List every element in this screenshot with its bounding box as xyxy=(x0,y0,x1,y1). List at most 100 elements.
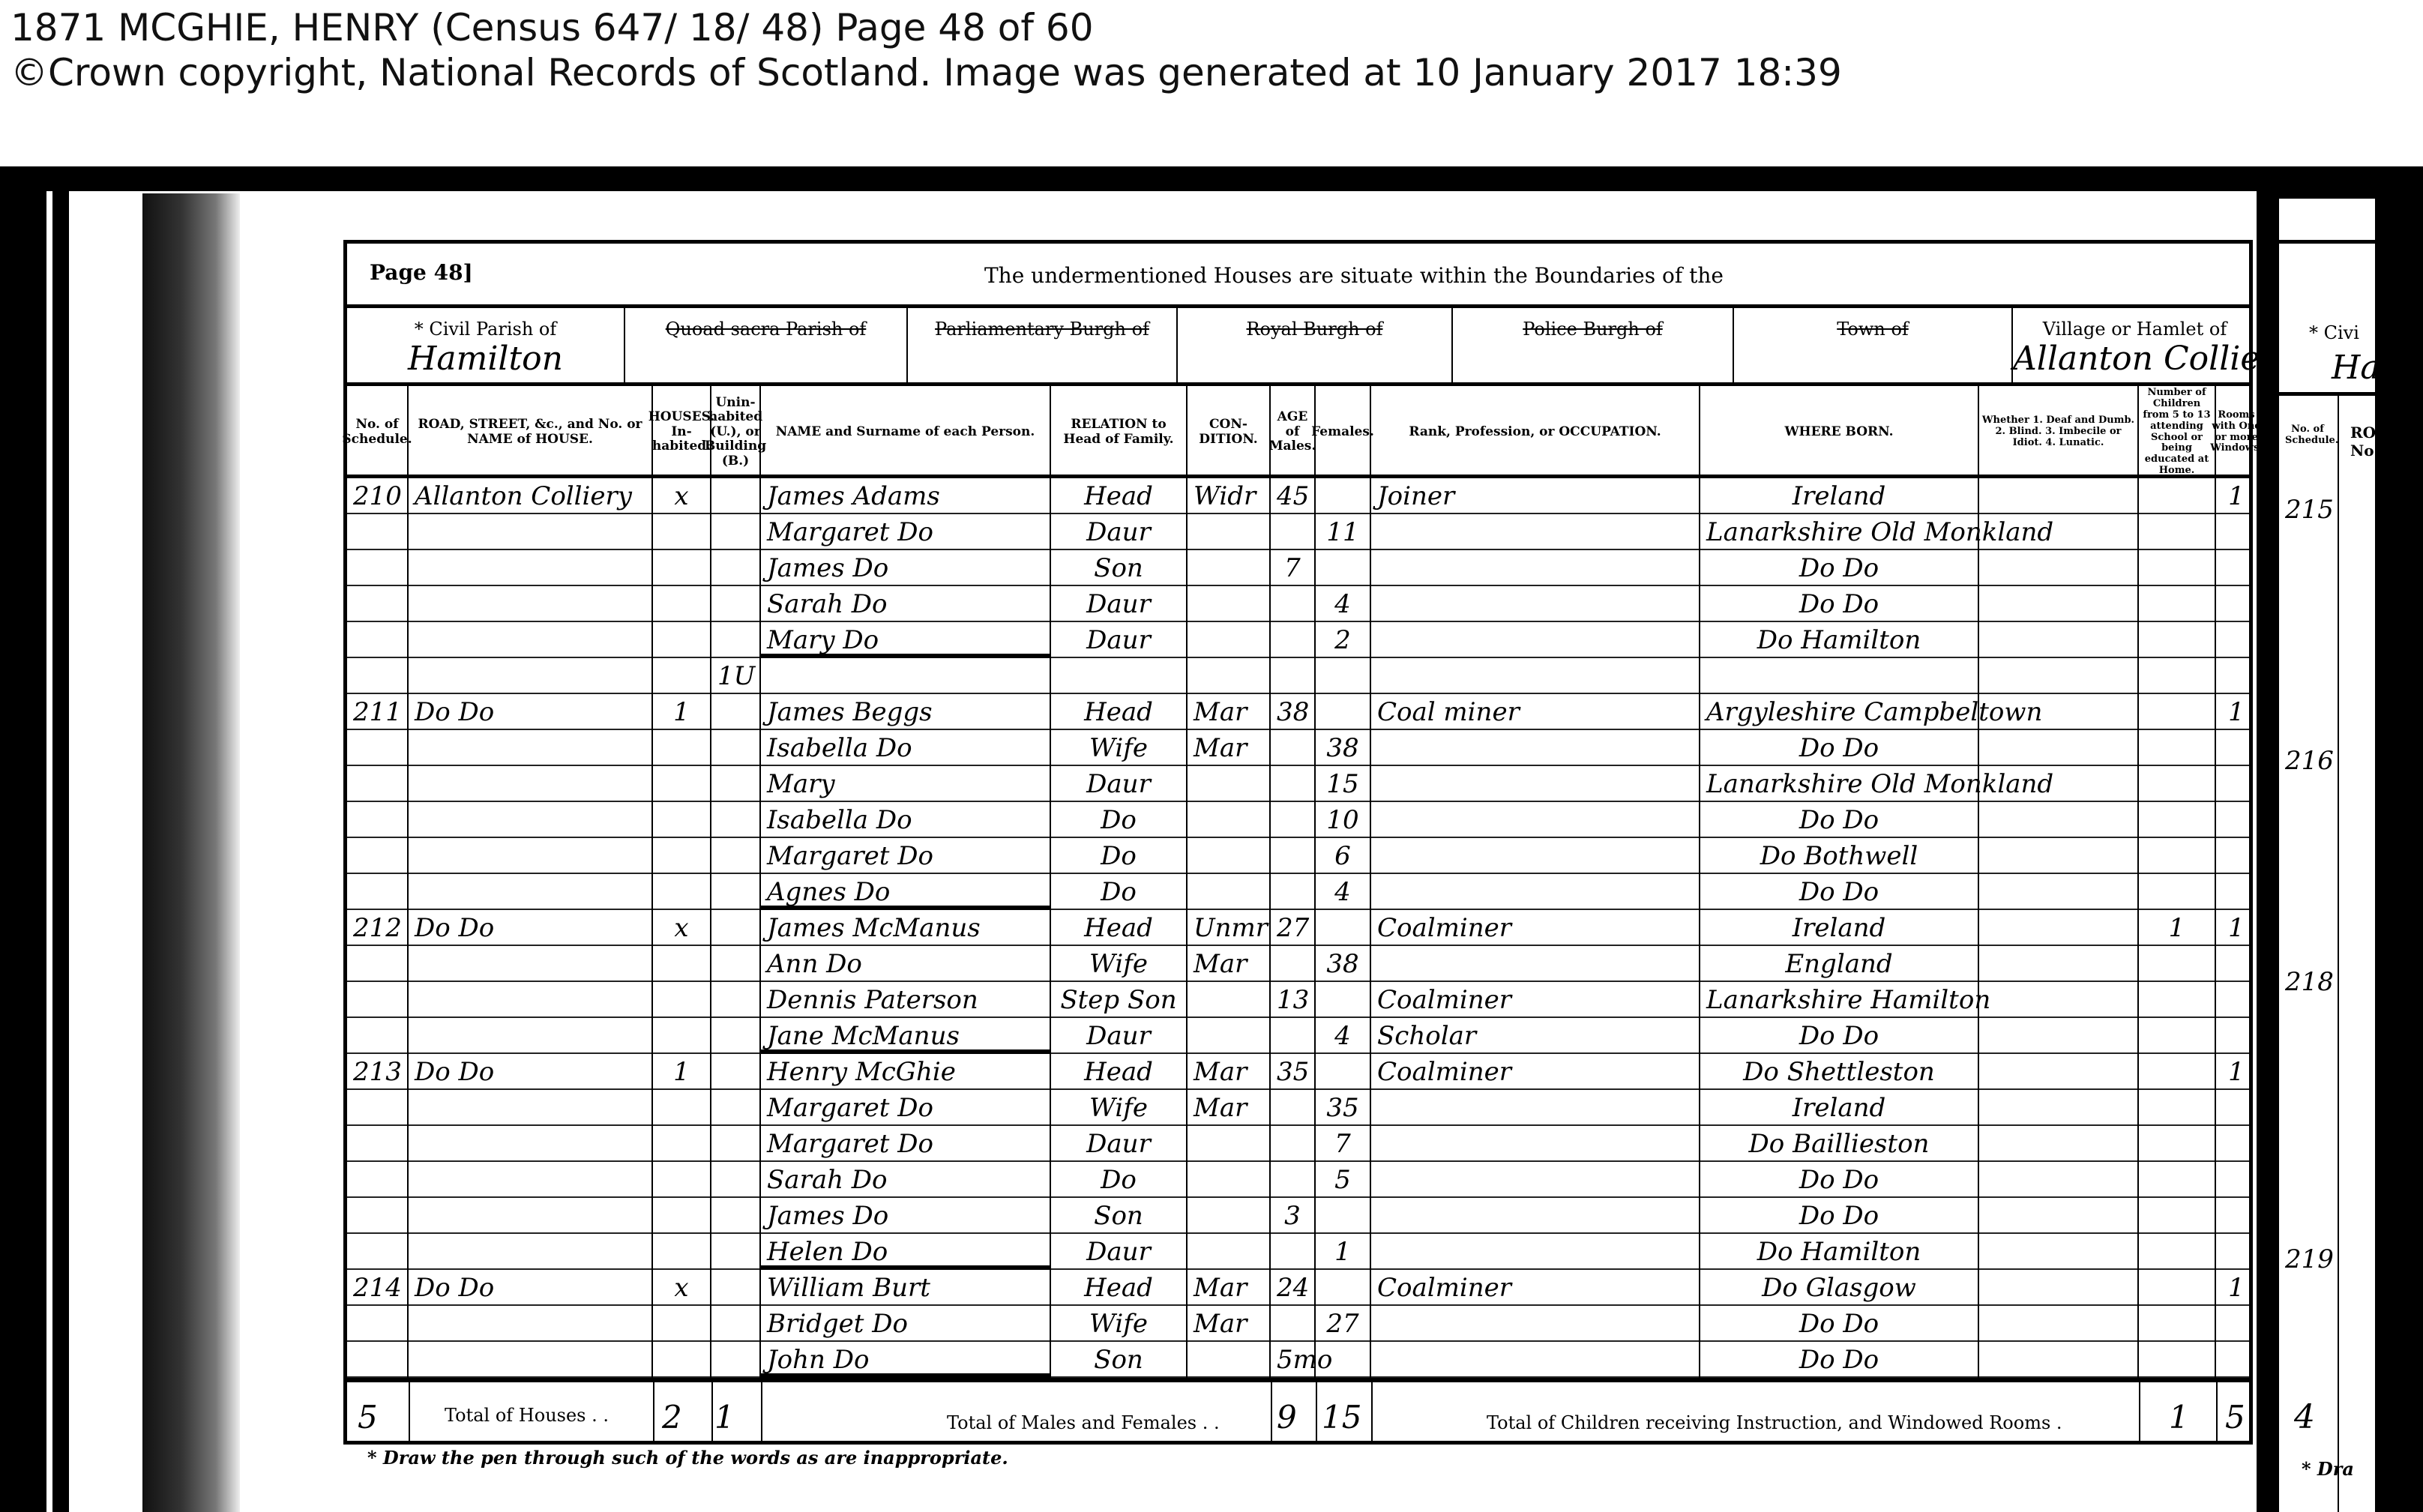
cell-f xyxy=(1316,550,1371,586)
cell-m xyxy=(1271,514,1316,550)
cell-rooms xyxy=(2216,802,2257,838)
totals-divider xyxy=(1271,1382,1272,1445)
cell-rel: Head xyxy=(1051,910,1188,946)
cell-f: 35 xyxy=(1316,1090,1371,1126)
cell-born: Do Do xyxy=(1700,730,1979,766)
cell-road xyxy=(409,514,653,550)
cell-rooms: 1 xyxy=(2228,1057,2245,1087)
cell-uninh xyxy=(711,1162,761,1198)
census-row: Isabella Do Do 10 Do Do xyxy=(347,802,2249,838)
cell-child xyxy=(2139,946,2216,982)
cell-child xyxy=(2139,1126,2216,1162)
cell-m xyxy=(1271,730,1316,766)
cell-m xyxy=(1271,586,1316,622)
cell-born: England xyxy=(1700,946,1979,982)
cell-inf xyxy=(1979,1090,2139,1126)
area-label: Quoad sacra Parish of xyxy=(665,319,867,340)
cell-child xyxy=(2139,514,2216,550)
cell-road xyxy=(409,802,653,838)
area-value: Allanton Colliery xyxy=(2013,340,2295,378)
next-schedule: 219 xyxy=(2285,1244,2334,1274)
column-header: Rank, Profession, or OCCUPATION. xyxy=(1371,386,1700,478)
cell-inh: 1 xyxy=(653,1054,711,1090)
cell-child xyxy=(2139,1054,2216,1090)
cell-sched: 212 xyxy=(347,910,409,946)
cell-inh: x xyxy=(653,1270,711,1306)
cell-rel: Do xyxy=(1051,838,1188,874)
next-schedule: 216 xyxy=(2285,746,2334,776)
cell-f xyxy=(1316,982,1371,1018)
next-col-road: RO No xyxy=(2350,424,2375,460)
cell-occ xyxy=(1371,1234,1700,1270)
column-header: Females. xyxy=(1311,386,1374,478)
cell-cond: Mar xyxy=(1188,946,1271,982)
area-field: * Civil Parish of Hamilton xyxy=(347,308,625,382)
cell-sched xyxy=(347,1018,409,1054)
cell-m: 27 xyxy=(1271,910,1316,946)
cell-name xyxy=(761,658,1051,694)
cell-rel: Daur xyxy=(1051,766,1188,802)
cell-sched xyxy=(347,838,409,874)
column-header: Number of Children from 5 to 13 attendin… xyxy=(2139,386,2216,478)
cell-inh xyxy=(653,658,711,694)
cell-rel: Wife xyxy=(1051,946,1188,982)
page-edge xyxy=(46,191,69,1512)
cell-f: 1 xyxy=(1316,1234,1371,1270)
cell-rel: Daur xyxy=(1051,586,1188,622)
cell-cond xyxy=(1188,1162,1271,1198)
cell-f: 10 xyxy=(1316,802,1371,838)
census-row: James Do Son 7 Do Do xyxy=(347,550,2249,586)
cell-born: Ireland xyxy=(1700,910,1979,946)
totals-divider xyxy=(711,1382,713,1445)
census-row: Isabella Do Wife Mar 38 Do Do xyxy=(347,730,2249,766)
column-header: NAME and Surname of each Person. xyxy=(761,386,1051,478)
cell-occ xyxy=(1371,1090,1700,1126)
totals-divider xyxy=(2139,1382,2140,1445)
column-header: Unin-habited (U.), or Building (B.) xyxy=(705,386,766,478)
census-row: 1U xyxy=(347,658,2249,694)
cell-f xyxy=(1316,1054,1371,1090)
cell-cond: Mar xyxy=(1188,694,1271,730)
cell-name: Isabella Do xyxy=(761,802,1051,838)
column-header: HOUSES. In-habited. xyxy=(648,386,714,478)
cell-road: Do Do xyxy=(409,1054,653,1090)
cell-f: 11 xyxy=(1316,514,1371,550)
census-row: Sarah Do Daur 4 Do Do xyxy=(347,586,2249,622)
cell-cond: Mar xyxy=(1188,730,1271,766)
cell-child xyxy=(2139,1090,2216,1126)
cell-rel: Daur xyxy=(1051,1234,1188,1270)
cell-rooms: 1 xyxy=(2228,913,2245,943)
column-header: Rooms with One or more Windows. xyxy=(2210,409,2263,454)
cell-m xyxy=(1271,622,1316,658)
cell-uninh xyxy=(711,478,761,514)
cell-m: 35 xyxy=(1271,1054,1316,1090)
total-rooms: 5 xyxy=(2225,1399,2245,1436)
cell-cond xyxy=(1188,838,1271,874)
column-header: No. of Schedule. xyxy=(342,386,412,478)
cell-road xyxy=(409,1198,653,1234)
cell-sched xyxy=(347,946,409,982)
census-row: Ann Do Wife Mar 38 England xyxy=(347,946,2249,982)
cell-rooms xyxy=(2216,1198,2257,1234)
cell-born: Do Bothwell xyxy=(1700,838,1979,874)
census-row: 211 Do Do 1 James Beggs Head Mar 38 Coal miner A… xyxy=(347,694,2249,730)
cell-born: Lanarkshire Hamilton xyxy=(1700,982,1990,1018)
cell-born: Do Do xyxy=(1700,1342,1979,1378)
cell-rel: Head xyxy=(1051,478,1188,514)
cell-child xyxy=(2139,586,2216,622)
cell-born: Do Do xyxy=(1700,1306,1979,1342)
column-header: WHERE BORN. xyxy=(1700,386,1979,478)
census-row: 214 Do Do x William Burt Head Mar 24 Coalminer D… xyxy=(347,1270,2249,1306)
cell-rooms xyxy=(2216,838,2257,874)
cell-road xyxy=(409,838,653,874)
cell-uninh xyxy=(711,802,761,838)
cell-cond xyxy=(1188,802,1271,838)
total-persons-label: Total of Males and Females . . xyxy=(947,1412,1220,1433)
cell-name: Jane McManus xyxy=(761,1018,1051,1054)
cell-born: Do Do xyxy=(1700,802,1979,838)
cell-uninh xyxy=(711,694,761,730)
next-schedule: 215 xyxy=(2285,495,2334,525)
cell-cond xyxy=(1188,622,1271,658)
cell-inf xyxy=(1979,1306,2139,1342)
cell-f xyxy=(1316,1270,1371,1306)
